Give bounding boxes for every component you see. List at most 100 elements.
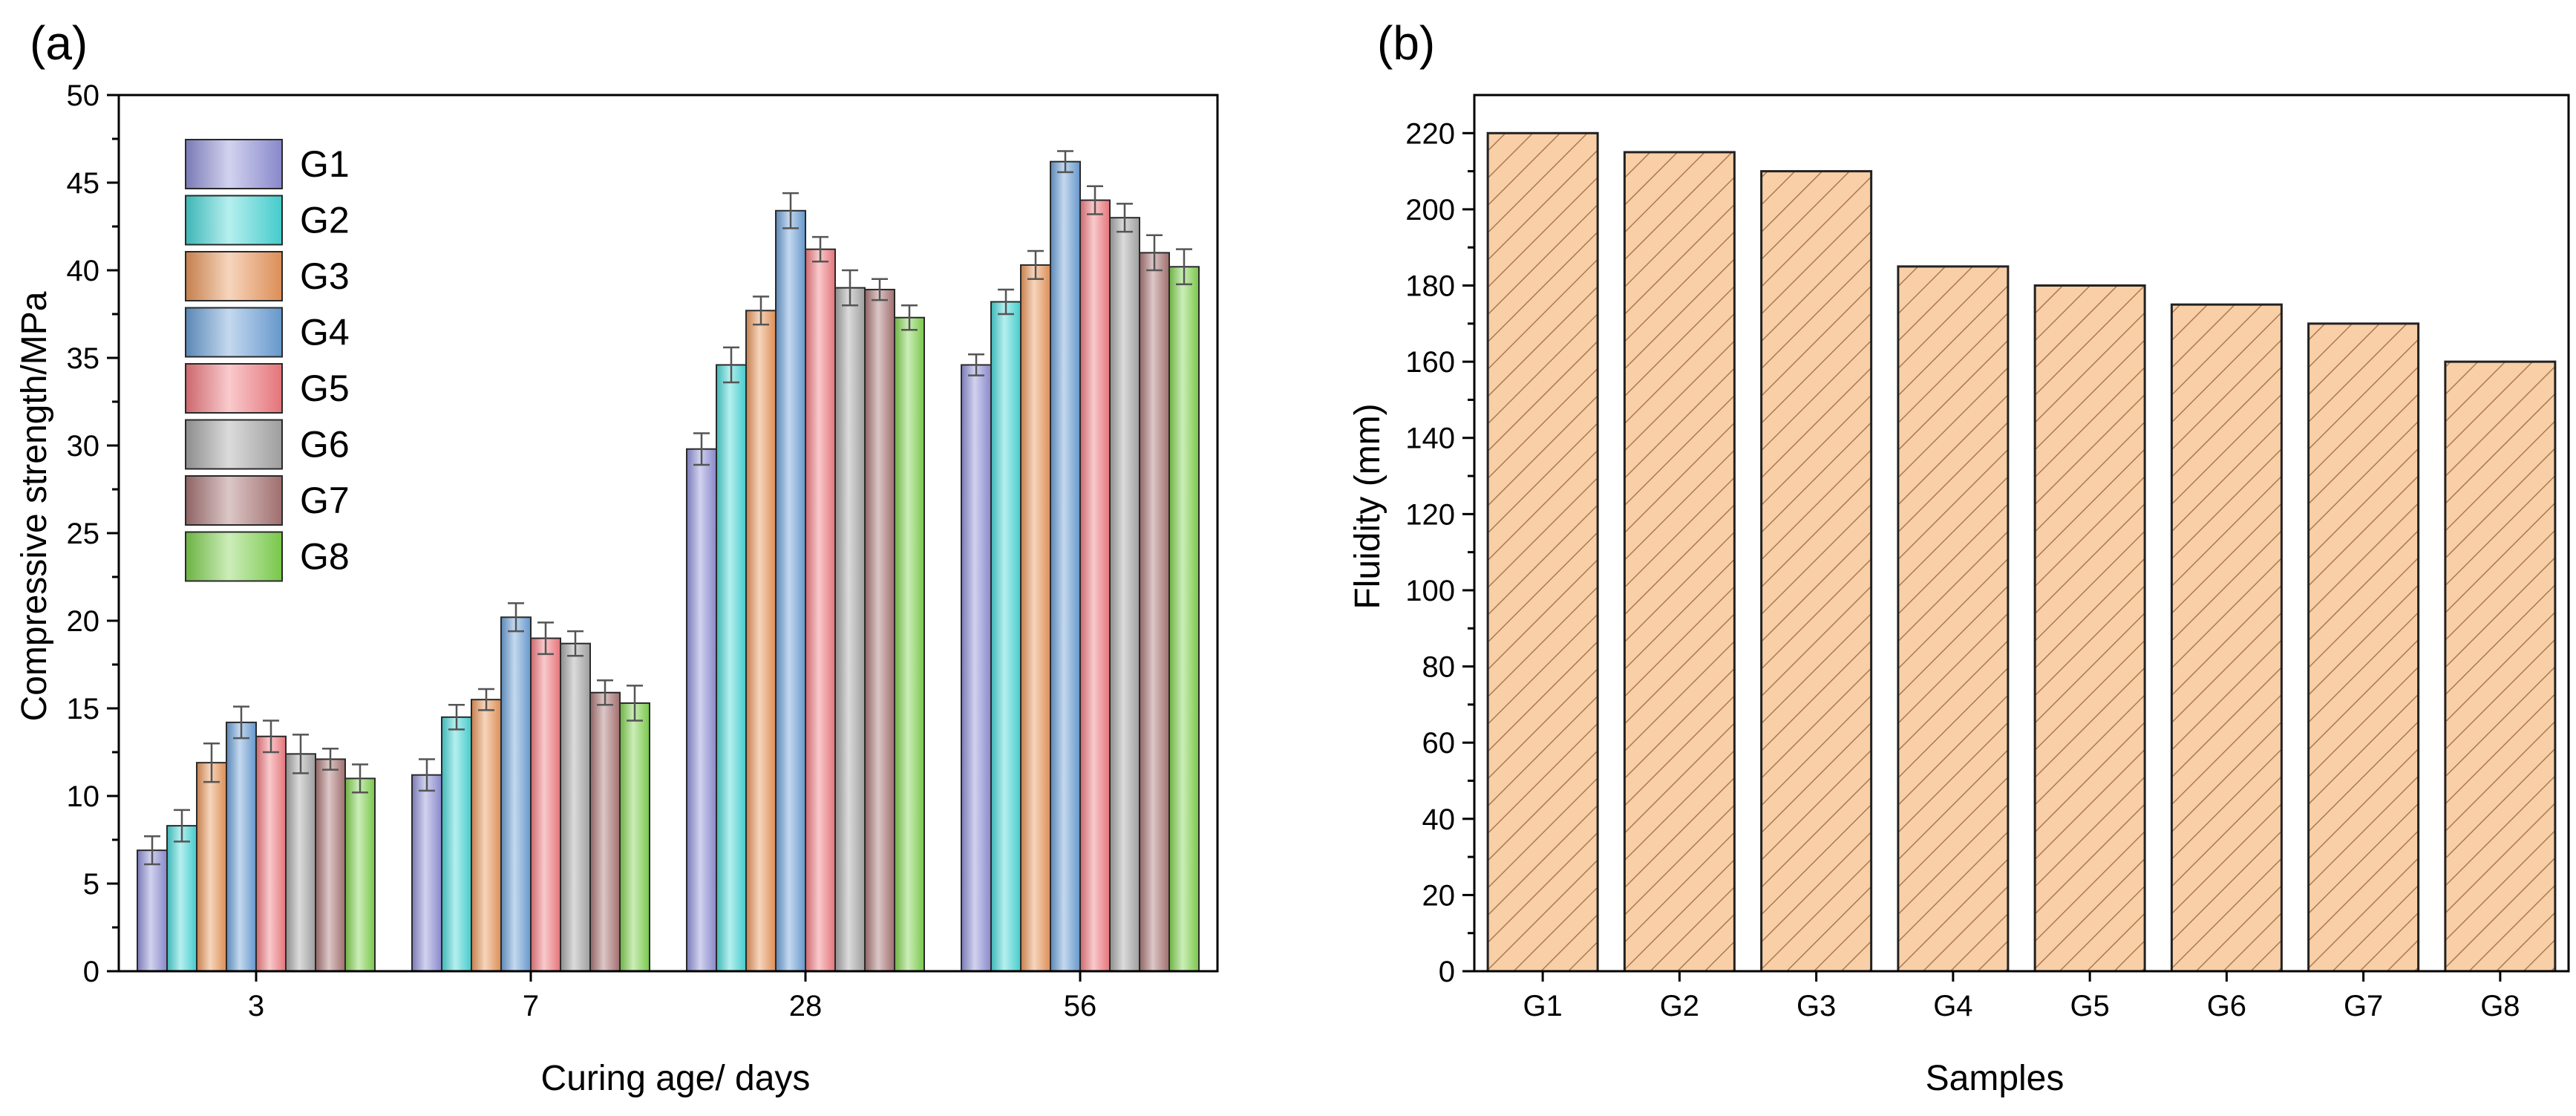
error-bar-g7-day-7	[597, 679, 613, 706]
x-tick-label-7: 7	[523, 990, 539, 1022]
error-bar-g4-day-56	[1057, 150, 1073, 174]
legend-item-g6: G6	[185, 419, 350, 470]
y-tick-label-0: 0	[1439, 956, 1455, 988]
legend-swatch-g5	[185, 363, 283, 414]
legend-label-g2: G2	[300, 200, 350, 241]
error-bar-g2-day-7	[448, 704, 465, 731]
error-bar-g6-day-7	[567, 630, 583, 657]
legend-item-g4: G4	[185, 307, 350, 358]
error-bar-g3-day-3	[203, 742, 220, 783]
bar-g4-day-56	[1050, 160, 1081, 972]
legend-swatch-g2	[185, 195, 283, 246]
error-bar-g6-day-3	[292, 734, 309, 774]
error-bar-g7-day-28	[872, 278, 888, 301]
bar-g8-day-3	[344, 777, 376, 973]
error-bar-g4-day-3	[233, 705, 249, 740]
bar-g1	[1486, 131, 1599, 973]
error-bar-g2-day-3	[174, 809, 190, 843]
bar-g7-day-3	[315, 758, 346, 972]
panel-a-label: (a)	[30, 16, 88, 70]
legend-swatch-g6	[185, 419, 283, 470]
bar-g7	[2307, 322, 2420, 973]
bar-g6-day-56	[1109, 217, 1140, 972]
panel-a-y-axis-title: Compressive strength/MPa	[15, 291, 54, 721]
error-bar-g5-day-56	[1087, 185, 1103, 215]
bar-g5-day-56	[1079, 199, 1111, 973]
y-tick-label-120: 120	[1405, 498, 1455, 531]
bar-g4	[1897, 265, 2010, 973]
panel-a-x-axis-title: Curing age/ days	[541, 1059, 811, 1098]
panel-b-fluidity: (b) G1 G2 G3 G4 G5 G6 G7 G8 0 20 40 60 80 100 120 140 16…	[1348, 16, 2570, 1098]
panel-b-plot-frame	[1473, 94, 2570, 973]
bar-g3-day-3	[196, 762, 227, 973]
error-bar-g2-day-28	[723, 346, 739, 384]
y-tick-label-35: 35	[67, 342, 100, 375]
y-tick-label-40: 40	[67, 255, 100, 287]
bar-g3	[1760, 170, 1873, 973]
x-tick-label-g4: G4	[1933, 990, 1972, 1022]
x-tick-label-28: 28	[789, 990, 823, 1022]
error-bar-g5-day-28	[812, 235, 828, 263]
y-tick-label-100: 100	[1405, 575, 1455, 607]
legend-swatch-g8	[185, 531, 283, 582]
bar-g3-day-56	[1020, 264, 1051, 973]
panel-b-axes: G1 G2 G3 G4 G5 G6 G7 G8 0 20 40 60 80 100 120 140 160 180…	[1405, 94, 2570, 1022]
bar-g7-day-7	[589, 691, 621, 972]
bar-g2	[1623, 151, 1736, 973]
y-tick-label-30: 30	[67, 430, 100, 463]
x-tick-label-g6: G6	[2207, 990, 2246, 1022]
x-tick-label-g1: G1	[1523, 990, 1562, 1022]
error-bar-g8-day-56	[1176, 248, 1192, 286]
bar-g4-day-28	[775, 209, 806, 972]
bar-g2-day-56	[990, 301, 1021, 973]
panel-a-legend: G1 G2 G3 G4 G5 G6 G7 G8	[185, 139, 350, 582]
bar-g5-day-3	[255, 735, 287, 972]
panel-a-axes: 3 7 28 56 0 5 10 15 20 25 30 35 40 45 50	[67, 79, 1219, 1022]
bar-g2-day-7	[441, 716, 472, 972]
error-bar-g1-day-28	[693, 432, 710, 466]
y-tick-label-60: 60	[1422, 727, 1456, 760]
legend-item-g1: G1	[185, 139, 350, 189]
error-bar-g1-day-7	[419, 758, 435, 792]
error-bar-g7-day-56	[1146, 234, 1163, 272]
x-tick-label-3: 3	[248, 990, 264, 1022]
x-tick-label-g7: G7	[2344, 990, 2383, 1022]
bar-g7-day-56	[1139, 252, 1170, 972]
x-tick-label-g3: G3	[1797, 990, 1836, 1022]
y-tick-label-5: 5	[83, 868, 99, 901]
y-tick-label-20: 20	[1422, 879, 1456, 912]
error-bar-g3-day-56	[1027, 249, 1044, 281]
error-bar-g8-day-3	[352, 763, 368, 794]
bar-g2-day-28	[716, 364, 747, 972]
bar-g1-day-7	[411, 774, 442, 973]
y-tick-label-10: 10	[67, 780, 100, 813]
bar-g3-day-7	[471, 699, 502, 972]
y-tick-label-45: 45	[67, 167, 100, 200]
error-bar-g3-day-28	[753, 296, 769, 326]
legend-label-g8: G8	[300, 536, 350, 578]
panel-b-label: (b)	[1377, 16, 1435, 70]
bar-g2-day-3	[166, 825, 197, 972]
bar-g8	[2444, 360, 2557, 973]
legend-swatch-g4	[185, 307, 283, 358]
x-tick-label-g8: G8	[2480, 990, 2520, 1022]
error-bar-g3-day-7	[478, 688, 494, 711]
x-tick-label-g2: G2	[1660, 990, 1699, 1022]
legend-item-g3: G3	[185, 251, 350, 301]
bar-g6-day-7	[560, 642, 591, 972]
y-tick-label-80: 80	[1422, 651, 1456, 684]
bar-g4-day-7	[500, 616, 532, 973]
bar-g1-day-3	[137, 849, 168, 973]
panel-b-x-axis-title: Samples	[1926, 1059, 2065, 1098]
y-tick-label-220: 220	[1405, 117, 1455, 150]
error-bar-g5-day-3	[263, 719, 279, 754]
y-tick-label-0: 0	[83, 956, 99, 988]
bar-g5-day-28	[805, 248, 836, 972]
legend-label-g6: G6	[300, 424, 350, 466]
bar-g6	[2170, 303, 2283, 973]
error-bar-g6-day-56	[1117, 203, 1133, 233]
bar-g1-day-56	[961, 364, 992, 972]
legend-item-g7: G7	[185, 475, 350, 526]
error-bar-g1-day-56	[968, 353, 984, 376]
